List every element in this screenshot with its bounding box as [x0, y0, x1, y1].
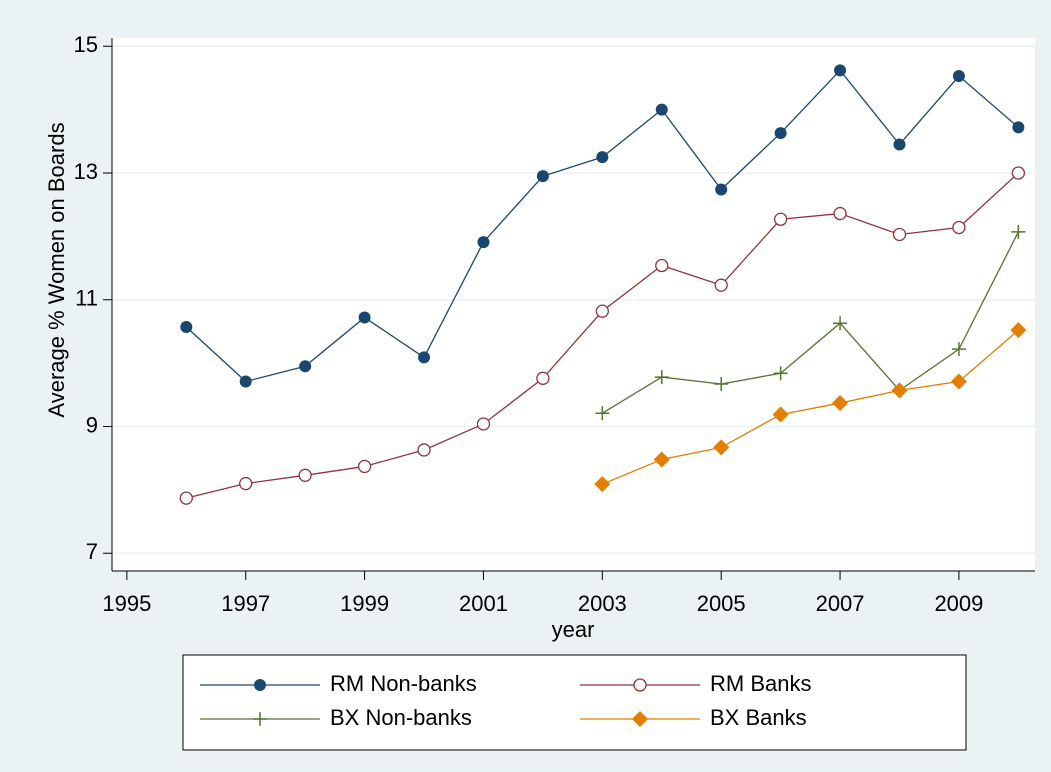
legend-label: RM Non-banks: [330, 671, 477, 696]
marker: [714, 377, 729, 392]
marker: [239, 375, 252, 388]
legend-marker: [254, 679, 266, 691]
legend-label: BX Non-banks: [330, 705, 472, 730]
x-tick-label: 2001: [459, 591, 508, 616]
plot-area: [112, 38, 1035, 571]
marker: [713, 439, 730, 456]
marker: [476, 417, 491, 431]
marker: [536, 371, 550, 385]
marker: [299, 360, 312, 373]
marker: [893, 138, 906, 151]
y-tick-label: 9: [86, 412, 98, 437]
marker: [952, 220, 966, 235]
x-tick-label: 2003: [578, 591, 627, 616]
x-tick-label: 1995: [102, 591, 151, 616]
legend-box: [182, 654, 967, 751]
legend-label: RM Banks: [710, 671, 811, 696]
y-tick-label: 11: [75, 286, 98, 311]
y-tick-label: 7: [86, 539, 98, 564]
marker: [298, 468, 312, 482]
marker: [714, 278, 728, 292]
x-axis-label: year: [552, 617, 595, 642]
marker: [1012, 121, 1025, 134]
marker: [891, 382, 908, 399]
y-tick-label: 15: [74, 32, 98, 57]
x-tick-label: 2005: [697, 591, 746, 616]
marker: [950, 373, 967, 390]
legend-marker: [633, 678, 647, 692]
marker: [595, 304, 609, 318]
marker: [1011, 166, 1026, 180]
marker: [773, 366, 788, 381]
marker: [180, 320, 193, 333]
marker: [595, 406, 610, 421]
marker: [952, 70, 965, 83]
marker: [239, 476, 253, 491]
marker: [477, 236, 490, 249]
x-tick-label: 2007: [816, 591, 865, 616]
y-axis-label: Average % Women on Boards: [44, 122, 69, 417]
series-line: [602, 329, 1019, 485]
marker: [1010, 322, 1027, 339]
marker: [1011, 224, 1026, 239]
x-tick-label: 1999: [340, 591, 389, 616]
marker: [834, 64, 847, 77]
marker: [596, 151, 609, 164]
marker: [653, 451, 670, 468]
marker: [832, 395, 849, 412]
marker: [833, 206, 847, 221]
marker: [179, 491, 193, 505]
y-tick-label: 13: [74, 159, 98, 184]
marker: [655, 103, 668, 116]
x-tick-label: 1997: [221, 591, 270, 616]
marker: [594, 476, 611, 493]
marker: [774, 127, 787, 140]
marker: [773, 212, 788, 226]
x-tick-label: 2009: [934, 591, 983, 616]
marker: [892, 227, 907, 242]
legend-label: BX Banks: [710, 705, 807, 730]
marker: [418, 351, 431, 364]
marker: [536, 170, 549, 183]
marker: [951, 342, 966, 357]
marker: [655, 258, 669, 273]
marker: [357, 459, 372, 474]
marker: [772, 406, 789, 423]
legend-marker: [253, 712, 267, 726]
marker: [417, 443, 431, 457]
marker: [358, 311, 371, 324]
series-line: [601, 231, 1019, 414]
marker: [654, 370, 669, 385]
marker: [833, 316, 848, 331]
marker: [715, 183, 728, 196]
legend-marker: [632, 711, 648, 727]
